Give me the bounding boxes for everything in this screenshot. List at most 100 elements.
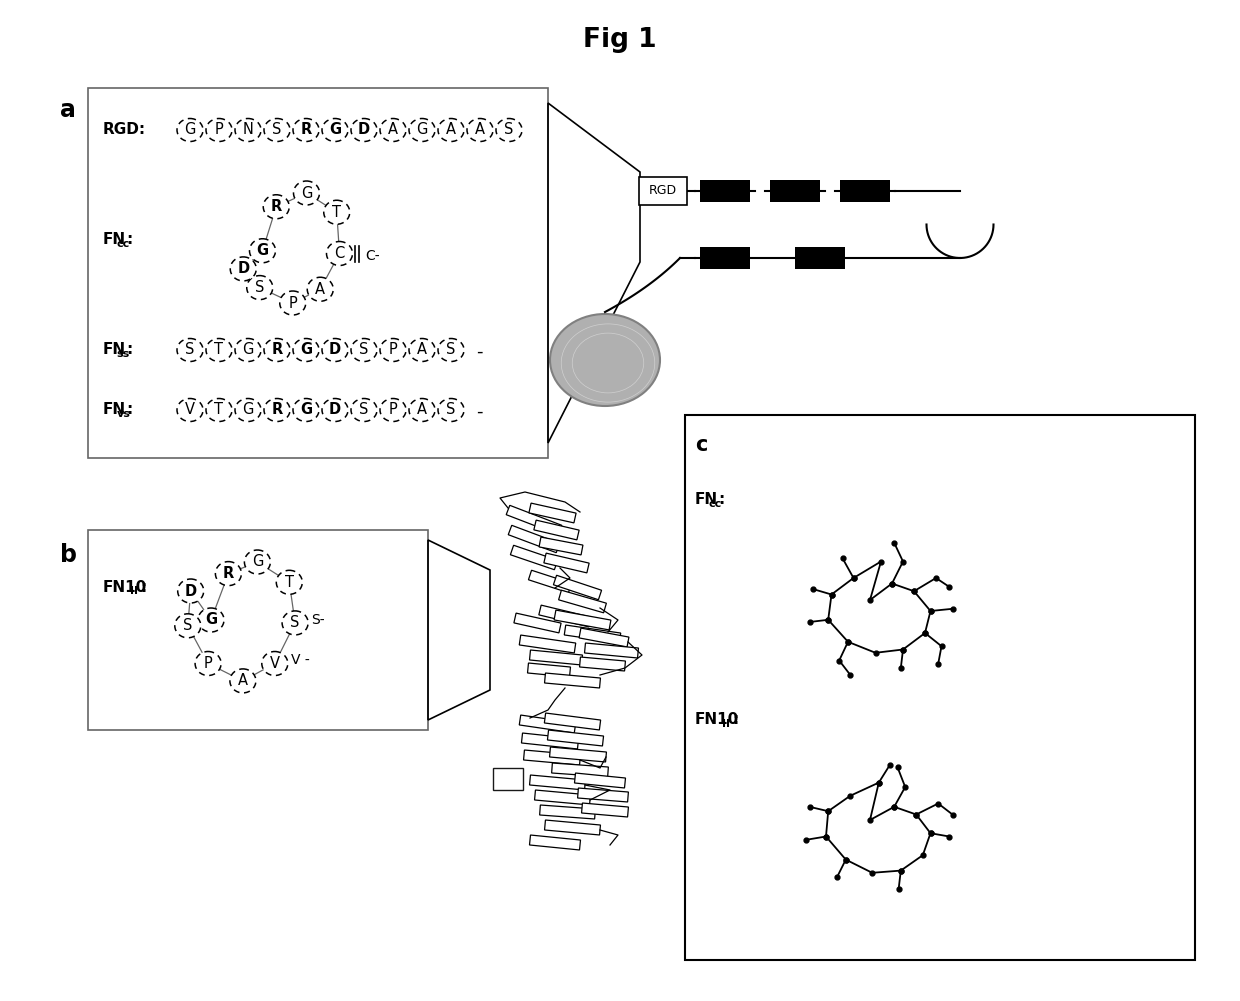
Polygon shape (578, 788, 629, 802)
Polygon shape (574, 773, 625, 788)
Text: ss: ss (117, 349, 130, 359)
Text: V -: V - (291, 654, 310, 668)
Polygon shape (528, 571, 572, 593)
Ellipse shape (551, 314, 660, 406)
Ellipse shape (467, 118, 494, 141)
Text: T: T (215, 342, 223, 357)
Text: A: A (417, 402, 427, 417)
FancyBboxPatch shape (88, 530, 428, 730)
Polygon shape (534, 790, 590, 805)
Ellipse shape (326, 241, 352, 265)
Ellipse shape (379, 338, 405, 361)
Text: b: b (60, 543, 77, 567)
FancyBboxPatch shape (88, 88, 548, 458)
Polygon shape (544, 554, 589, 573)
Text: G: G (417, 122, 428, 137)
Text: A: A (238, 674, 248, 689)
Text: S: S (505, 122, 513, 137)
Text: G: G (300, 342, 312, 357)
Text: S: S (185, 342, 195, 357)
Polygon shape (539, 805, 595, 819)
Text: Fig 1: Fig 1 (583, 27, 657, 53)
Polygon shape (534, 521, 579, 540)
Ellipse shape (236, 118, 260, 141)
Polygon shape (506, 506, 562, 535)
Text: G: G (257, 243, 269, 258)
Ellipse shape (206, 398, 232, 421)
Text: FN: FN (694, 492, 718, 508)
Ellipse shape (308, 277, 334, 301)
Text: FN10: FN10 (694, 713, 739, 728)
Bar (795, 247, 844, 269)
Ellipse shape (351, 398, 377, 421)
Ellipse shape (409, 398, 435, 421)
Polygon shape (547, 730, 604, 746)
Text: D: D (358, 122, 370, 137)
Ellipse shape (177, 398, 203, 421)
Ellipse shape (264, 118, 290, 141)
Text: a: a (60, 98, 76, 122)
Bar (701, 247, 750, 269)
Text: T: T (285, 575, 294, 590)
Ellipse shape (409, 118, 435, 141)
Text: A: A (388, 122, 398, 137)
Text: S: S (446, 402, 455, 417)
Ellipse shape (195, 652, 221, 676)
Text: D: D (329, 402, 341, 417)
Text: c: c (694, 435, 707, 455)
Text: N: N (243, 122, 253, 137)
Text: T: T (215, 402, 223, 417)
Ellipse shape (177, 579, 203, 603)
Ellipse shape (324, 200, 350, 224)
Polygon shape (553, 576, 601, 600)
Polygon shape (539, 538, 583, 555)
Text: R: R (300, 122, 311, 137)
Text: :: : (126, 342, 133, 357)
Text: C: C (335, 246, 345, 261)
Text: S: S (255, 280, 264, 295)
Ellipse shape (409, 338, 435, 361)
Text: -: - (476, 403, 482, 421)
Text: :: : (732, 713, 739, 728)
Ellipse shape (236, 398, 260, 421)
Ellipse shape (206, 118, 232, 141)
Text: II: II (722, 719, 730, 729)
Text: FN: FN (103, 402, 126, 417)
Ellipse shape (216, 562, 242, 586)
Polygon shape (508, 526, 559, 553)
Text: G: G (329, 122, 341, 137)
Text: RGD: RGD (649, 184, 677, 197)
Text: :: : (126, 232, 133, 247)
Polygon shape (529, 650, 583, 665)
Polygon shape (579, 628, 629, 647)
Ellipse shape (177, 118, 203, 141)
Ellipse shape (283, 611, 308, 635)
Ellipse shape (379, 398, 405, 421)
FancyBboxPatch shape (494, 768, 523, 790)
Text: R: R (223, 567, 234, 582)
Polygon shape (522, 733, 579, 749)
Text: R: R (272, 402, 283, 417)
Ellipse shape (262, 652, 288, 676)
Text: :: : (126, 402, 133, 417)
Text: G: G (301, 185, 312, 200)
Text: G: G (242, 342, 254, 357)
Text: S: S (446, 342, 455, 357)
Ellipse shape (264, 338, 290, 361)
Text: :: : (140, 580, 146, 595)
Text: S: S (360, 342, 368, 357)
Ellipse shape (244, 550, 270, 574)
Text: A: A (417, 342, 427, 357)
Polygon shape (523, 750, 580, 765)
Text: V: V (270, 656, 280, 671)
Ellipse shape (175, 614, 201, 638)
Text: II: II (130, 586, 139, 596)
Ellipse shape (294, 181, 320, 205)
Text: A: A (475, 122, 485, 137)
Text: -: - (476, 343, 482, 361)
Text: D: D (237, 261, 249, 276)
Polygon shape (520, 715, 575, 733)
Ellipse shape (236, 338, 260, 361)
Text: T: T (332, 205, 341, 220)
Ellipse shape (496, 118, 522, 141)
